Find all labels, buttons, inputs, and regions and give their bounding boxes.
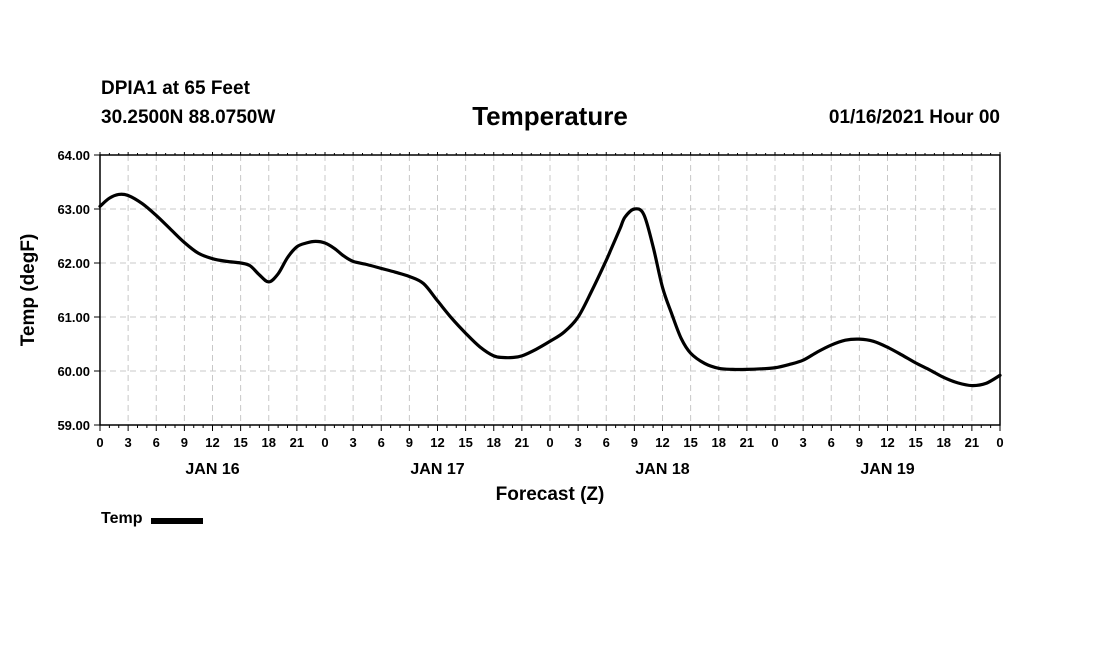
y-tick-label: 63.00 — [57, 202, 90, 217]
legend-line-swatch — [151, 517, 204, 524]
x-tick-label: 21 — [740, 435, 754, 450]
x-tick-label: 0 — [996, 435, 1003, 450]
x-tick-label: 21 — [290, 435, 304, 450]
y-tick-label: 61.00 — [57, 310, 90, 325]
x-tick-label: 9 — [856, 435, 863, 450]
legend-label: Temp — [101, 510, 143, 527]
day-label: JAN 17 — [410, 461, 464, 478]
x-tick-label: 15 — [233, 435, 247, 450]
series-line-temp — [98, 192, 1002, 388]
x-tick-label: 9 — [406, 435, 413, 450]
x-axis-title: Forecast (Z) — [496, 484, 605, 505]
x-tick-label: 18 — [262, 435, 276, 450]
x-tick-label: 12 — [205, 435, 219, 450]
x-tick-label: 15 — [908, 435, 922, 450]
chart-title: Temperature — [472, 101, 628, 131]
y-axis-title: Temp (degF) — [18, 234, 39, 347]
x-tick-label: 12 — [880, 435, 894, 450]
x-tick-label: 21 — [515, 435, 529, 450]
x-tick-label: 6 — [603, 435, 610, 450]
series-layer — [98, 192, 1002, 388]
x-tick-label: 3 — [125, 435, 132, 450]
y-tick-label: 64.00 — [57, 148, 90, 163]
x-tick-label: 3 — [575, 435, 582, 450]
x-tick-label: 6 — [828, 435, 835, 450]
x-tick-label: 0 — [321, 435, 328, 450]
x-tick-label: 12 — [430, 435, 444, 450]
x-tick-label: 15 — [458, 435, 472, 450]
y-tick-label: 60.00 — [57, 364, 90, 379]
x-tick-label: 9 — [181, 435, 188, 450]
day-label: JAN 18 — [635, 461, 689, 478]
day-label: JAN 19 — [860, 461, 914, 478]
x-tick-label: 6 — [378, 435, 385, 450]
x-tick-label: 18 — [937, 435, 951, 450]
y-tick-label: 62.00 — [57, 256, 90, 271]
run-time: 01/16/2021 Hour 00 — [828, 107, 1000, 128]
x-tick-label: 6 — [153, 435, 160, 450]
y-tick-label: 59.00 — [57, 418, 90, 433]
x-tick-label: 3 — [350, 435, 357, 450]
grid-lines — [100, 155, 1000, 425]
x-tick-label: 3 — [800, 435, 807, 450]
axis-labels: 0 3 6 9 12 15 18 21 0 3 6 9 12 15 18 21 0 3 6 9 12 15 18 21 0 3 6 9… — [57, 148, 1003, 478]
legend: Temp — [101, 510, 204, 528]
x-tick-label: 15 — [683, 435, 697, 450]
x-tick-label: 12 — [655, 435, 669, 450]
x-tick-label: 0 — [96, 435, 103, 450]
day-label: JAN 16 — [185, 461, 239, 478]
x-tick-label: 21 — [965, 435, 979, 450]
station-name: DPIA1 at 65 Feet — [101, 78, 250, 99]
x-tick-label: 9 — [631, 435, 638, 450]
x-tick-label: 0 — [771, 435, 778, 450]
station-coords: 30.2500N 88.0750W — [101, 107, 276, 128]
x-tick-label: 0 — [546, 435, 553, 450]
axis-ticks — [94, 152, 1001, 431]
x-tick-label: 18 — [487, 435, 501, 450]
x-tick-label: 18 — [712, 435, 726, 450]
